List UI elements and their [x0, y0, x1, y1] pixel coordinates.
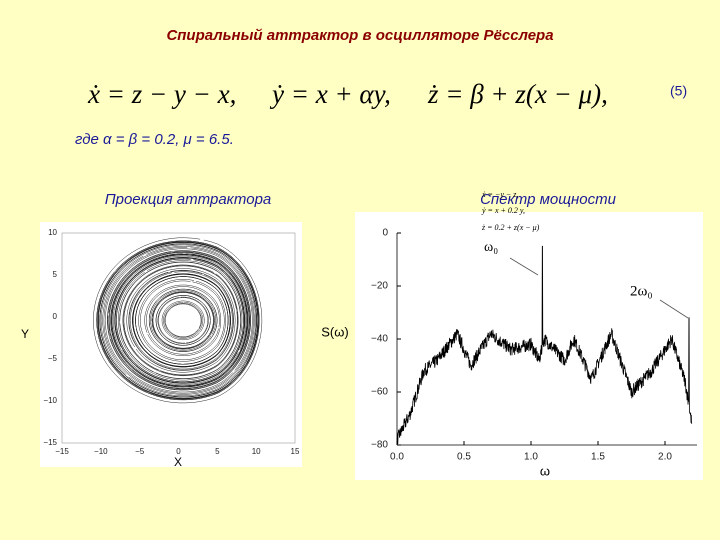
- y-tick-label: −60: [371, 387, 388, 398]
- x-tick-label: 0.5: [457, 452, 471, 463]
- y-tick-label: −5: [48, 354, 58, 363]
- left-frame: [61, 232, 296, 444]
- y-tick-label: −10: [43, 396, 57, 405]
- x-axis-label: X: [174, 455, 182, 469]
- y-tick-label: 10: [48, 228, 57, 237]
- y-axis-label: S(ω): [321, 324, 348, 339]
- y-tick-label: 0: [382, 228, 388, 239]
- x-axis-label: ω: [540, 463, 550, 478]
- inset-equation: ẏ = x + 0.2 y,: [481, 206, 525, 215]
- leader-line: [659, 299, 689, 319]
- x-tick-label: 10: [252, 447, 261, 456]
- annotation: ω₀: [484, 240, 498, 255]
- equation-number: (5): [670, 83, 687, 99]
- x-tick-label: 15: [291, 447, 300, 456]
- x-tick-label: 1.5: [591, 452, 605, 463]
- inset-equation: ẋ = −y − z,: [481, 190, 518, 199]
- x-tick-label: 0.0: [390, 452, 404, 463]
- y-tick-label: −20: [371, 281, 388, 292]
- spectrum: [396, 245, 693, 445]
- x-tick-label: 2.0: [658, 452, 672, 463]
- y-tick-label: −80: [371, 440, 388, 451]
- x-tick-label: −5: [135, 447, 145, 456]
- x-tick-label: −10: [94, 447, 108, 456]
- y-tick-label: 0: [53, 312, 58, 321]
- x-tick-label: 0: [176, 447, 181, 456]
- x-tick-label: 5: [215, 447, 220, 456]
- inset-equation: ż = 0.2 + z(x − μ): [481, 223, 540, 232]
- title: Спиральный аттрактор в осцилляторе Рёссл…: [166, 27, 553, 44]
- left-caption: Проекция аттрактора: [105, 191, 272, 208]
- y-tick-label: 5: [53, 270, 58, 279]
- equation: ż = β + z(x − μ),: [427, 79, 608, 109]
- right-caption: Спектр мощности: [480, 191, 617, 208]
- equation: ẏ = x + αy,: [269, 79, 391, 109]
- y-axis-label: Y: [21, 327, 29, 341]
- attractor: [93, 237, 263, 404]
- equation: ẋ = z − y − x,: [87, 79, 236, 109]
- y-tick-label: −40: [371, 334, 388, 345]
- x-tick-label: −15: [55, 447, 69, 456]
- x-tick-label: 1.0: [524, 452, 538, 463]
- parameters: где α = β = 0.2, μ = 6.5.: [75, 131, 234, 148]
- y-tick-label: −15: [43, 438, 57, 447]
- annotation: 2ω₀: [630, 283, 653, 299]
- leader-line: [509, 257, 539, 276]
